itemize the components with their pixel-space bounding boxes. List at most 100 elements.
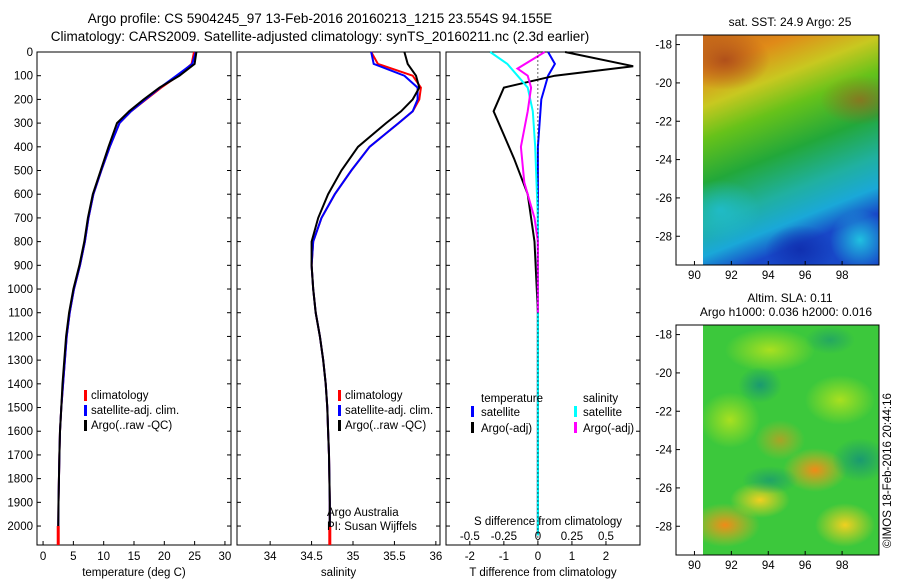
difference-panel-s-tick-label: 0.5 (598, 531, 614, 543)
difference_panel-xtick-label: -2 (465, 551, 475, 563)
salinity_panel-legend-swatch (338, 420, 341, 431)
sst_map-xtick-label: 92 (725, 270, 738, 282)
depth-tick-label: 1700 (7, 450, 33, 462)
temperature_panel-legend-label: satellite-adj. clim. (91, 405, 179, 417)
sst_map-ytick-label: -22 (655, 116, 672, 128)
temperature_panel-legend-label: Argo(..raw -QC) (91, 420, 172, 432)
sst_map-xtick-label: 98 (836, 270, 849, 282)
sst-map-image (703, 35, 879, 265)
salinity_panel-xtick-label: 35.5 (383, 551, 405, 563)
depth-tick-label: 1900 (7, 497, 33, 509)
difference_panel-xtick-label: 1 (569, 551, 575, 563)
difference_panel-frame (445, 51, 641, 546)
difference-legend-salinity-header: salinity (583, 393, 618, 405)
figure-title-line-1: Argo profile: CS 5904245_97 13-Feb-2016 … (87, 11, 553, 26)
difference_panel-series-0 (536, 51, 557, 536)
difference-legend-temperature-header: temperature (481, 393, 543, 405)
sla-map-image (703, 325, 879, 555)
difference-panel-s-tick-label: -0.5 (460, 531, 480, 543)
difference-legend-label: satellite (583, 407, 622, 419)
float-annotation: Argo Australia (327, 507, 399, 519)
difference_panel-xtick-label: 0 (535, 551, 541, 563)
salinity_panel-xtick-label: 36 (429, 551, 442, 563)
sst_map-ytick-label: -18 (655, 40, 672, 52)
temperature_panel-series-0 (57, 51, 195, 536)
float-annotation: PI: Susan Wijffels (327, 521, 417, 533)
sla_map-ytick-label: -22 (655, 406, 672, 418)
sla_map-xtick-label: 92 (725, 560, 738, 572)
sla_map-ytick-label: -18 (655, 330, 672, 342)
temperature_panel-xtick-label: 25 (188, 551, 201, 563)
sla-map-title-line-1: Altim. SLA: 0.11 (747, 291, 833, 305)
sst_map-xtick-label: 94 (762, 270, 775, 282)
depth-tick-label: 1500 (7, 403, 33, 415)
depth-tick-label: 900 (14, 260, 33, 272)
difference_panel-series-1 (492, 51, 634, 536)
depth-tick-label: 1600 (7, 426, 33, 438)
difference_panel-series-2 (489, 51, 539, 536)
sla_map-xtick-label: 94 (762, 560, 775, 572)
temperature_panel-legend-swatch (84, 420, 87, 431)
sla_map-xtick-label: 96 (799, 560, 812, 572)
difference-legend-swatch (574, 422, 577, 433)
difference-legend-swatch (574, 406, 577, 417)
depth-tick-label: 1800 (7, 474, 33, 486)
depth-tick-label: 100 (14, 71, 33, 83)
salinity_panel-legend-label: Argo(..raw -QC) (345, 420, 426, 432)
temperature_panel-xtick-label: 30 (219, 551, 232, 563)
depth-tick-label: 600 (14, 189, 33, 201)
salinity_panel-legend-label: climatology (345, 390, 403, 402)
depth-tick-label: 200 (14, 94, 33, 106)
depth-tick-label: 1400 (7, 379, 33, 391)
sst_map-xtick-label: 90 (688, 270, 701, 282)
salinity_panel-frame (236, 51, 441, 546)
depth-tick-label: 1100 (8, 308, 33, 320)
salinity_panel-xlabel: salinity (321, 567, 356, 579)
salinity_panel-series-0 (310, 51, 422, 536)
difference_panel-xtick-label: 2 (603, 551, 609, 563)
sla_map-xtick-label: 98 (836, 560, 849, 572)
temperature_panel-series-2 (57, 51, 198, 534)
salinity_panel-xtick-label: 34 (264, 551, 277, 563)
difference-panel-s-tick-label: -0.25 (491, 531, 517, 543)
temperature_panel-frame (36, 51, 232, 546)
temperature_panel-xlabel: temperature (deg C) (82, 567, 186, 579)
figure-title-line-2: Climatology: CARS2009. Satellite-adjuste… (50, 29, 590, 44)
salinity_panel-legend-swatch (338, 405, 341, 416)
sst_map-ytick-label: -20 (655, 78, 672, 90)
sla_map-xtick-label: 90 (688, 560, 701, 572)
sla_map-ytick-label: -24 (655, 445, 672, 457)
depth-tick-label: 0 (27, 47, 33, 59)
sst_map-ytick-label: -28 (655, 231, 672, 243)
difference-legend-swatch (471, 422, 474, 433)
temperature_panel-series-1 (57, 51, 197, 531)
salinity_panel-legend-swatch (338, 390, 341, 401)
salinity_panel-series-2 (310, 51, 421, 534)
temperature_panel-legend-label: climatology (91, 390, 149, 402)
sla-map-title-line-2: Argo h1000: 0.036 h2000: 0.016 (699, 305, 873, 319)
temperature_panel-legend-swatch (84, 405, 87, 416)
depth-tick-label: 1200 (7, 331, 33, 343)
depth-tick-label: 500 (14, 166, 33, 178)
chart-layer: 0 5 10 15 20 25 300100200300400500600700800900… (7, 40, 848, 579)
difference-legend-label: Argo(-adj) (481, 423, 532, 435)
sst-map-title: sat. SST: 24.9 Argo: 25 (728, 15, 852, 29)
salinity_panel-xtick-label: 34.5 (300, 551, 322, 563)
depth-tick-label: 1000 (7, 284, 33, 296)
sst_map-ytick-label: -26 (655, 193, 672, 205)
difference_panel-xtick-label: -1 (499, 551, 509, 563)
difference-panel-s-label: S difference from climatology (474, 516, 622, 528)
temperature_panel-xtick-label: 5 (70, 551, 76, 563)
depth-tick-label: 800 (14, 237, 33, 249)
sst_map-xtick-label: 96 (799, 270, 812, 282)
sla_map-ytick-label: -28 (655, 521, 672, 533)
difference_panel-xlabel: T difference from climatology (469, 567, 616, 579)
temperature_panel-xtick-label: 0 (40, 551, 46, 563)
sst-map-frame (675, 34, 880, 266)
difference-panel-s-tick-label: 0.25 (561, 531, 583, 543)
sla_map-ytick-label: -26 (655, 483, 672, 495)
imos-credit: ©IMOS 18-Feb-2016 20:44:16 (882, 393, 894, 548)
difference_panel-series-3 (515, 51, 546, 313)
depth-tick-label: 1300 (7, 355, 33, 367)
salinity_panel-xtick-label: 35 (347, 551, 360, 563)
